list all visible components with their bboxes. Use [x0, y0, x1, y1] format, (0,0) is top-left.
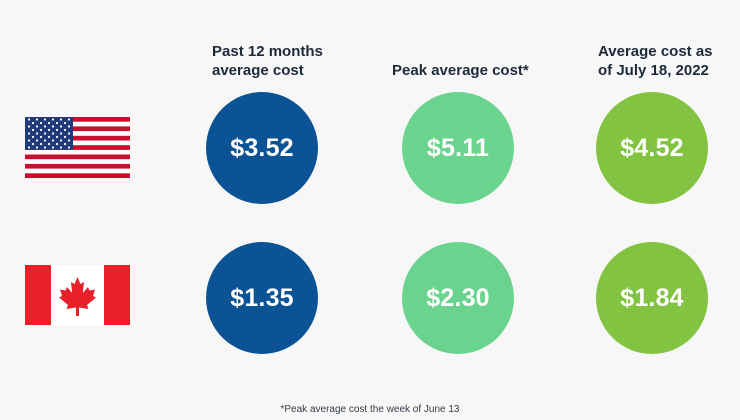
us-flag-icon: [25, 117, 130, 178]
canada-peak-average-value: $2.30: [402, 242, 514, 354]
header-current-average: Average cost as of July 18, 2022: [598, 43, 713, 79]
us-current-average-value: $4.52: [596, 92, 708, 204]
maple-leaf-icon: [59, 277, 96, 316]
footnote: *Peak average cost the week of June 13: [280, 404, 460, 415]
canada-flag-icon: [25, 265, 130, 325]
header-past-12-months: Past 12 months average cost: [212, 43, 323, 79]
us-past-12-months-value: $3.52: [206, 92, 318, 204]
us-peak-average-value: $5.11: [402, 92, 514, 204]
canada-past-12-months-value: $1.35: [206, 242, 318, 354]
canada-current-average-value: $1.84: [596, 242, 708, 354]
header-peak-average: Peak average cost*: [392, 62, 529, 79]
